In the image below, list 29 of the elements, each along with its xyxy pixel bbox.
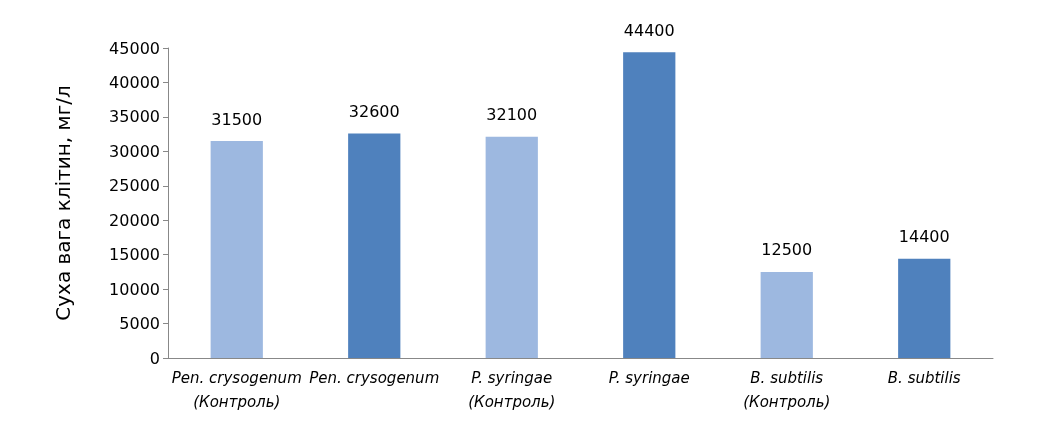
x-tick-label: B. subtilis bbox=[887, 369, 961, 387]
y-tick-label: 15000 bbox=[109, 245, 160, 265]
bar bbox=[210, 141, 263, 358]
x-tick-label: P. syringae (Контроль) bbox=[468, 369, 556, 411]
x-tick-label: Pen. crysogenum bbox=[309, 369, 440, 387]
bar bbox=[485, 136, 538, 358]
y-tick-label: 30000 bbox=[109, 141, 160, 161]
y-tick-label: 0 bbox=[149, 348, 160, 368]
x-tick-label: B. subtilis (Контроль) bbox=[743, 369, 831, 411]
data-label: 44400 bbox=[623, 20, 675, 40]
y-tick-label: 45000 bbox=[109, 38, 160, 58]
y-tick-label: 10000 bbox=[109, 279, 160, 299]
data-label: 12500 bbox=[761, 240, 813, 260]
data-label: 32600 bbox=[348, 101, 400, 121]
bar bbox=[623, 52, 676, 358]
data-label: 14400 bbox=[898, 227, 950, 247]
y-tick-label: 20000 bbox=[109, 210, 160, 230]
bar bbox=[760, 271, 813, 358]
data-label: 32100 bbox=[486, 105, 538, 125]
y-axis-title: Суха вага клітин, мг/л bbox=[51, 85, 75, 321]
bar bbox=[348, 133, 401, 358]
x-tick-label: Pen. crysogenum (Контроль) bbox=[171, 369, 302, 411]
y-tick-label: 25000 bbox=[109, 176, 160, 196]
x-tick-label: P. syringae bbox=[608, 369, 690, 387]
bar bbox=[898, 258, 951, 358]
y-tick-label: 35000 bbox=[109, 107, 160, 127]
y-tick-label: 5000 bbox=[119, 314, 160, 334]
data-label: 31500 bbox=[211, 109, 263, 129]
y-tick-label: 40000 bbox=[109, 72, 160, 92]
